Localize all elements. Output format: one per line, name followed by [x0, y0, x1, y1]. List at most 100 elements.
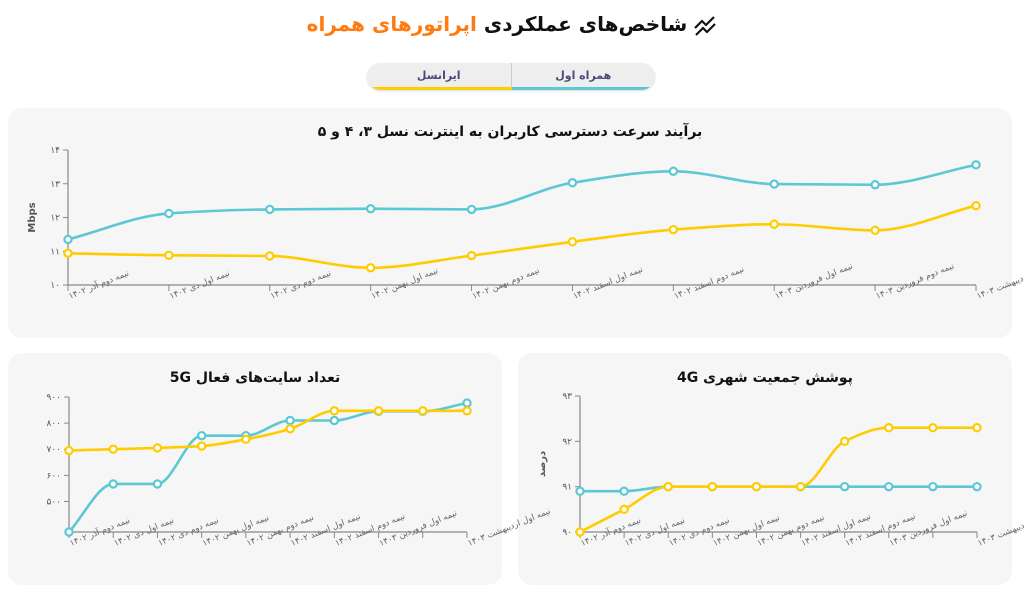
data-point[interactable]	[152, 479, 163, 489]
x-tick-label: نیمه اول اردیبهشت ۱۴۰۳	[976, 506, 1024, 548]
data-point[interactable]	[972, 423, 982, 433]
y-tick-label: ۹۲	[562, 437, 572, 447]
data-point[interactable]	[63, 248, 73, 258]
data-point[interactable]	[63, 234, 73, 245]
data-point[interactable]	[707, 481, 718, 492]
data-point[interactable]	[329, 406, 340, 416]
series-line	[68, 409, 467, 452]
data-point[interactable]	[418, 406, 428, 416]
operator-tabs: ایرانسل همراه اول	[367, 63, 655, 90]
data-point[interactable]	[668, 166, 679, 176]
x-tick-label: نیمه اول فروردین ۱۴۰۳	[378, 508, 459, 548]
data-point[interactable]	[152, 443, 163, 453]
data-point[interactable]	[265, 251, 275, 261]
coverage-4g-chart-card: پوشش جمعیت شهری 4G	[518, 353, 1012, 585]
data-point[interactable]	[567, 237, 578, 247]
data-point[interactable]	[972, 481, 982, 492]
data-point[interactable]	[884, 423, 894, 433]
x-tick-label: نیمه دوم فروردین ۱۴۰۳	[874, 261, 955, 302]
data-point[interactable]	[575, 527, 585, 537]
data-point[interactable]	[870, 180, 880, 190]
data-point[interactable]	[769, 219, 779, 229]
y-tick-label: ۱۲	[50, 214, 60, 224]
data-point[interactable]	[928, 423, 938, 433]
y-tick-label: ۵۰۰	[46, 497, 61, 507]
data-point[interactable]	[164, 250, 174, 260]
y-tick-label: ۹۳	[562, 392, 572, 402]
y-tick-label: ۹۰	[562, 528, 572, 538]
data-point[interactable]	[108, 444, 118, 454]
tab-irancell[interactable]: ایرانسل	[367, 63, 512, 90]
data-point[interactable]	[839, 481, 850, 492]
chart-title: پوشش جمعیت شهری 4G	[677, 370, 853, 386]
y-tick-label: ۱۰	[50, 281, 60, 291]
data-point[interactable]	[567, 178, 578, 188]
x-tick-label: نیمه اول فروردین ۱۴۰۳	[774, 261, 855, 301]
data-point[interactable]	[971, 200, 981, 211]
data-point[interactable]	[928, 481, 938, 492]
title-accent: اپراتورهای همراه	[306, 12, 477, 36]
data-point[interactable]	[668, 224, 679, 235]
data-point[interactable]	[164, 208, 174, 219]
data-point[interactable]	[575, 486, 585, 496]
y-tick-label: ۶۰۰	[46, 471, 61, 481]
data-point[interactable]	[466, 250, 477, 261]
sites-5g-chart-card: تعداد سایت‌های فعال 5G	[8, 353, 502, 585]
series-line	[579, 426, 977, 534]
title-main: شاخص‌های عملکردی	[483, 12, 688, 36]
data-point[interactable]	[196, 430, 207, 441]
page-title: شاخص‌های عملکردی اپراتورهای همراه	[0, 12, 1024, 36]
speed-chart-card: برآیند سرعت دسترسی کاربران به اینترنت نس…	[8, 108, 1012, 338]
data-point[interactable]	[365, 204, 376, 214]
data-point[interactable]	[285, 415, 295, 426]
x-tick-label: نیمه اول اردیبهشت ۱۴۰۳	[466, 506, 552, 548]
data-point[interactable]	[466, 204, 477, 215]
series-line	[68, 401, 468, 533]
data-point[interactable]	[619, 486, 629, 496]
data-point[interactable]	[462, 406, 472, 416]
data-point[interactable]	[884, 481, 894, 492]
data-point[interactable]	[619, 504, 629, 515]
series-line	[67, 204, 977, 270]
data-point[interactable]	[241, 434, 251, 445]
data-point[interactable]	[663, 481, 673, 492]
chart-title: برآیند سرعت دسترسی کاربران به اینترنت نس…	[317, 124, 703, 140]
data-point[interactable]	[265, 204, 275, 215]
y-tick-label: ۹۱	[562, 483, 572, 493]
data-point[interactable]	[64, 445, 74, 456]
data-point[interactable]	[839, 436, 850, 447]
x-tick-label: نیمه اول اردیبهشت ۱۴۰۳	[975, 259, 1024, 301]
y-tick-label: ۱۴	[50, 146, 60, 156]
tab-hamrah-aval[interactable]: همراه اول	[511, 63, 655, 90]
chart-title: تعداد سایت‌های فعال 5G	[169, 370, 341, 386]
y-tick-label: ۱۳	[50, 180, 60, 190]
data-point[interactable]	[329, 415, 340, 426]
x-tick-label: نیمه اول فروردین ۱۴۰۳	[888, 508, 969, 548]
trending-chart-icon	[694, 15, 717, 36]
y-tick-label: ۹۰۰	[46, 393, 61, 403]
y-tick-label: ۷۰۰	[46, 445, 61, 455]
data-point[interactable]	[971, 160, 981, 170]
data-point[interactable]	[108, 479, 118, 489]
data-point[interactable]	[64, 527, 74, 537]
data-point[interactable]	[870, 225, 880, 236]
y-axis-label: Mbps	[27, 202, 38, 232]
data-point[interactable]	[365, 263, 376, 273]
series-line	[67, 163, 977, 241]
data-point[interactable]	[751, 481, 762, 492]
data-point[interactable]	[462, 398, 472, 408]
x-tick-label: نیمه دوم اسفند ۱۴۰۲	[673, 265, 746, 302]
x-tick-label: نیمه اول اسفند ۱۴۰۲	[572, 265, 645, 302]
data-point[interactable]	[373, 406, 384, 416]
data-point[interactable]	[795, 481, 806, 492]
x-tick-label: نیمه اول بهمن ۱۴۰۲	[370, 266, 440, 302]
data-point[interactable]	[285, 424, 295, 434]
data-point[interactable]	[196, 441, 207, 451]
y-tick-label: ۸۰۰	[46, 419, 61, 429]
x-tick-label: نیمه دوم آذر ۱۴۰۲	[67, 267, 131, 302]
data-point[interactable]	[769, 179, 779, 189]
